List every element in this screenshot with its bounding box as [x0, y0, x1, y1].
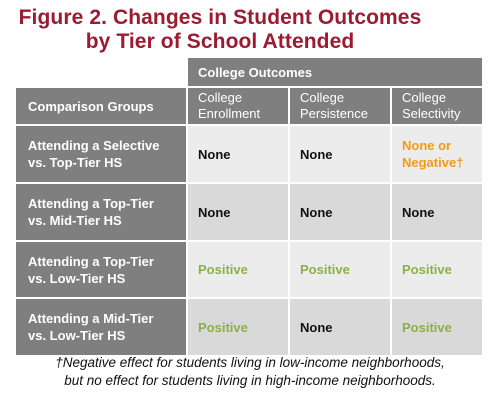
- table-cell: None: [188, 184, 288, 240]
- footnote-line-2: but no effect for students living in hig…: [64, 373, 436, 388]
- table-cell: None: [188, 126, 288, 182]
- cell-value: Positive: [402, 319, 452, 335]
- row-label-top-vs-low: Attending a Top-Tier vs. Low-Tier HS: [16, 242, 186, 297]
- outcomes-table: College Outcomes Comparison Groups Colle…: [16, 58, 482, 355]
- column-header-line: College: [198, 90, 243, 105]
- footnote-line-1: †Negative effect for students living in …: [55, 355, 445, 370]
- table-cell: None: [290, 184, 390, 240]
- cell-value: None: [300, 204, 333, 220]
- table-cell: None: [290, 126, 390, 182]
- table-cell: None: [392, 184, 482, 240]
- row-label-line: vs. Low-Tier HS: [28, 270, 126, 286]
- cell-value: Positive: [300, 262, 350, 277]
- cell-value: Positive: [198, 319, 248, 335]
- cell-value: None: [402, 204, 435, 220]
- row-label-line: vs. Top-Tier HS: [28, 155, 123, 170]
- column-header-selectivity: College Selectivity: [392, 88, 482, 124]
- cell-value: Positive: [198, 262, 248, 277]
- table-cell: Positive: [188, 299, 288, 355]
- column-header-persistence: College Persistence: [290, 88, 390, 124]
- row-label-line: Attending a Top-Tier: [28, 196, 154, 211]
- table-cell: None or Negative†: [392, 126, 482, 182]
- row-label-line: Attending a Top-Tier: [28, 253, 154, 269]
- row-label-line: Attending a Mid-Tier: [28, 311, 154, 326]
- table-cell: Positive: [392, 299, 482, 355]
- cell-value: None: [198, 204, 231, 220]
- row-label-line: vs. Low-Tier HS: [28, 328, 126, 343]
- figure-title-line-1: Figure 2. Changes in Student Outcomes: [18, 6, 422, 29]
- row-label-line: vs. Mid-Tier HS: [28, 213, 122, 228]
- cell-value: None or: [402, 138, 452, 153]
- cell-value: Positive: [402, 262, 452, 277]
- figure-title: Figure 2. Changes in Student Outcomes by…: [0, 6, 440, 54]
- cell-value: None: [198, 146, 231, 162]
- column-header-line: College: [300, 90, 345, 105]
- row-label-mid-vs-low: Attending a Mid-Tier vs. Low-Tier HS: [16, 299, 186, 355]
- row-label-top-vs-mid: Attending a Top-Tier vs. Mid-Tier HS: [16, 184, 186, 240]
- table-cell: None: [290, 299, 390, 355]
- table-cell: Positive: [188, 242, 288, 297]
- cell-value: Negative†: [402, 155, 464, 170]
- column-header-line: College: [402, 90, 447, 105]
- table-cell: Positive: [290, 242, 390, 297]
- column-header-line: Selectivity: [402, 106, 461, 121]
- comparison-groups-header: Comparison Groups: [16, 88, 186, 124]
- table-cell: Positive: [392, 242, 482, 297]
- row-label-selective-vs-top: Attending a Selective vs. Top-Tier HS: [16, 126, 186, 182]
- cell-value: None: [300, 319, 333, 335]
- column-header-line: Persistence: [300, 106, 368, 121]
- cell-value: None: [300, 146, 333, 162]
- college-outcomes-header: College Outcomes: [188, 58, 482, 86]
- column-header-line: Enrollment: [198, 106, 261, 121]
- column-header-enrollment: College Enrollment: [188, 88, 288, 124]
- figure-title-line-2: by Tier of School Attended: [85, 30, 355, 53]
- row-label-line: Attending a Selective: [28, 138, 160, 153]
- table-corner-blank: [16, 58, 186, 86]
- footnote: †Negative effect for students living in …: [10, 354, 490, 390]
